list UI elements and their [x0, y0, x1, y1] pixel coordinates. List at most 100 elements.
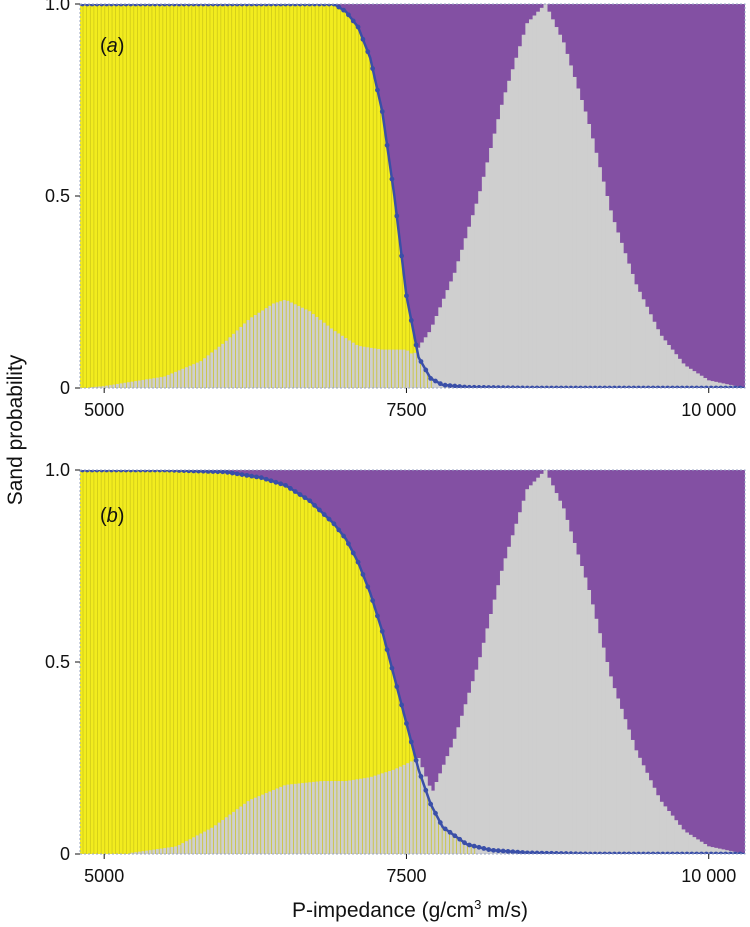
- shale-histogram-bar: [441, 298, 446, 388]
- sand-histogram-bar: [217, 346, 222, 388]
- shale-histogram-bar: [717, 848, 722, 854]
- sand-histogram-bar: [267, 305, 272, 388]
- sand-histogram-bar: [129, 381, 134, 388]
- y-tick-label: 0.5: [45, 652, 70, 672]
- sand-histogram-bar: [322, 781, 327, 854]
- curve-point: [268, 478, 274, 484]
- shale-histogram-bar: [554, 27, 559, 388]
- curve-point: [476, 844, 482, 850]
- shale-histogram-bar: [634, 750, 639, 854]
- curve-markers-a: [80, 4, 743, 388]
- shale-histogram-bar: [539, 473, 544, 854]
- sand-histogram-bar: [137, 380, 142, 388]
- shale-histogram-bar: [452, 272, 457, 388]
- sand-histogram-bar: [227, 814, 232, 854]
- shale-histogram-bar: [514, 57, 519, 388]
- sand-histogram-bar: [271, 303, 276, 388]
- shale-histogram-bar: [721, 383, 726, 388]
- curve-point: [607, 851, 612, 854]
- shale-histogram-bar: [601, 181, 606, 388]
- sand-histogram-bar: [398, 766, 403, 854]
- curve-point: [428, 801, 434, 807]
- curve-point: [331, 521, 337, 527]
- curve-point: [699, 851, 704, 854]
- sand-histogram-bar: [137, 851, 142, 854]
- curve-point: [312, 4, 317, 7]
- shale-histogram-bar: [568, 531, 573, 854]
- curve-point: [118, 470, 124, 473]
- curve-point: [471, 384, 477, 388]
- sand-histogram-bar: [180, 843, 185, 854]
- shale-histogram-bar: [547, 477, 552, 854]
- curve-point: [573, 851, 579, 854]
- shale-histogram-bar: [645, 306, 650, 388]
- curve-point: [104, 4, 109, 7]
- curve-point: [602, 385, 608, 388]
- shale-histogram-bar: [713, 381, 718, 388]
- shale-histogram-bar: [460, 249, 465, 388]
- shale-histogram-bar: [485, 628, 490, 854]
- sand-histogram-bar: [405, 763, 410, 854]
- curve-point: [539, 385, 545, 388]
- shale-histogram-bar: [507, 80, 512, 388]
- sand-histogram-bar: [336, 781, 341, 854]
- shale-histogram-bar: [463, 704, 468, 854]
- sand-histogram-bar: [253, 315, 258, 388]
- curve-point: [99, 470, 105, 473]
- shale-histogram-bar: [583, 111, 588, 388]
- shale-histogram-bar: [619, 708, 624, 854]
- sand-histogram-bar: [311, 314, 316, 388]
- curve-point: [524, 385, 530, 388]
- curve-point: [196, 470, 201, 474]
- sand-histogram-bar: [318, 781, 323, 854]
- curve-point: [263, 476, 269, 482]
- shale-histogram-bar: [383, 378, 388, 388]
- y-tick-label: 1.0: [45, 460, 70, 480]
- shale-histogram-bar: [721, 849, 726, 854]
- curve-point: [500, 385, 506, 388]
- curve-point: [515, 385, 521, 388]
- shale-histogram-bar: [423, 803, 428, 854]
- sand-histogram-bar: [322, 322, 327, 388]
- curve-point: [292, 4, 298, 7]
- shale-histogram-bar: [688, 368, 693, 388]
- shale-histogram-bar: [449, 281, 454, 388]
- shale-histogram-bar: [380, 380, 385, 388]
- sand-histogram-bar: [231, 333, 236, 388]
- sand-histogram-bar: [256, 796, 261, 854]
- shale-histogram-bar: [594, 152, 599, 388]
- shale-histogram-bar: [568, 65, 573, 388]
- sand-histogram-bar: [155, 377, 160, 388]
- sand-histogram-bar: [126, 382, 131, 388]
- x-axis-b: 5000 7500 10 000: [84, 854, 736, 886]
- curve-point: [612, 385, 617, 388]
- shale-histogram-bar: [510, 535, 515, 854]
- sand-histogram-bar: [231, 811, 236, 854]
- shale-histogram-bar: [431, 790, 436, 854]
- curve-point: [89, 470, 95, 473]
- shale-histogram-bar: [670, 815, 675, 854]
- sand-histogram-bar: [282, 300, 287, 388]
- curve-point: [84, 470, 90, 473]
- shale-histogram-bar: [481, 642, 486, 854]
- sand-histogram-bar: [188, 839, 193, 854]
- shale-histogram-bar: [699, 375, 704, 388]
- curve-point: [723, 385, 729, 388]
- sand-histogram-bar: [296, 783, 301, 854]
- curve-point: [244, 472, 250, 478]
- panel-label-b: (b): [100, 505, 124, 527]
- shale-histogram-bar: [572, 542, 577, 854]
- curve-point: [321, 4, 327, 7]
- curve-point: [708, 385, 714, 388]
- shale-histogram-bar: [460, 715, 465, 854]
- shale-histogram-bar: [536, 11, 541, 388]
- sand-histogram-bar: [213, 825, 218, 854]
- curve-point: [220, 4, 226, 7]
- curve-point: [273, 4, 279, 7]
- curve-point: [375, 613, 380, 619]
- sand-histogram-bar: [391, 349, 396, 388]
- shale-histogram-bar: [576, 554, 581, 854]
- sand-histogram-bar: [278, 301, 283, 388]
- sand-histogram-bar: [344, 781, 348, 854]
- plot-area-a: [80, 4, 745, 388]
